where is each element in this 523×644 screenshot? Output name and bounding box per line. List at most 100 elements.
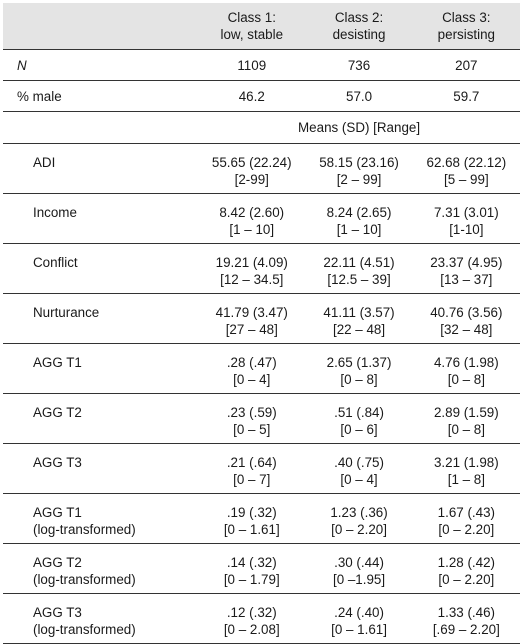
- cell-class-1: .21 (.64) [0 – 7]: [198, 443, 306, 494]
- table-row: AGG T1 (log-transformed) .19 (.32) [0 – 1.6…: [3, 493, 520, 544]
- cell-range: [0 – 1.79]: [223, 572, 280, 587]
- cell-mean-sd: 7.31 (3.01): [433, 205, 499, 220]
- header-class-1: Class 1: low, stable: [198, 3, 306, 50]
- cell-class-2: 41.11 (3.57) [22 – 48]: [305, 293, 413, 344]
- cell-class-3: 1.33 (.46) [.69 – 2.20]: [412, 593, 520, 644]
- cell-mean-sd: .30 (.44): [334, 555, 384, 570]
- cell-male-class-1: 46.2: [198, 80, 306, 112]
- row-label: ADI: [3, 143, 199, 194]
- cell-class-2: .40 (.75) [0 – 4]: [305, 443, 413, 494]
- cell-class-3: 40.76 (3.56) [32 – 48]: [412, 293, 520, 344]
- cell-range: [27 – 48]: [225, 322, 278, 337]
- cell-range: [2 – 99]: [336, 172, 382, 187]
- cell-range: [2-99]: [234, 172, 269, 187]
- cell-mean-sd: 3.21 (1.98): [433, 455, 499, 470]
- row-label: AGG T2: [3, 393, 199, 444]
- cell-range: [0 – 4]: [233, 372, 271, 387]
- row-label-line: (log-transformed): [33, 522, 136, 537]
- cell-range: [1 – 8]: [447, 472, 485, 487]
- table-row: Nurturance 41.79 (3.47) [27 – 48] 41.11 (3.…: [3, 293, 520, 344]
- table-header-row: Class 1: low, stable Class 2: desisting …: [3, 3, 520, 50]
- table-row: AGG T3 (log-transformed) .12 (.32) [0 – 2.0…: [3, 593, 520, 644]
- cell-mean-sd: 40.76 (3.56): [430, 305, 503, 320]
- cell-mean-sd: 2.89 (1.59): [433, 405, 499, 420]
- cell-mean-sd: 62.68 (22.12): [426, 155, 507, 170]
- cell-range: [22 – 48]: [332, 322, 386, 337]
- means-heading: Means (SD) [Range]: [198, 111, 520, 144]
- cell-class-2: .51 (.84) [0 – 6]: [305, 393, 413, 444]
- cell-mean-sd: .12 (.32): [226, 605, 277, 620]
- cell-range: [32 – 48]: [440, 322, 493, 337]
- table-row: ADI 55.65 (22.24) [2-99] 58.15 (23.16) [2 – …: [3, 143, 520, 194]
- variable-rows: ADI 55.65 (22.24) [2-99] 58.15 (23.16) [2 – …: [3, 143, 520, 644]
- table-row-male: % male 46.2 57.0 59.7: [3, 80, 520, 112]
- cell-class-2: 8.24 (2.65) [1 – 10]: [305, 193, 413, 244]
- row-label-line: AGG T1: [33, 505, 82, 520]
- cell-class-2: 58.15 (23.16) [2 – 99]: [305, 143, 413, 194]
- row-label-line: Income: [33, 205, 77, 220]
- cell-range: [1 – 10]: [336, 222, 382, 237]
- cell-class-2: 22.11 (4.51) [12.5 – 39]: [305, 243, 413, 294]
- row-label-n: N: [3, 49, 199, 81]
- cell-mean-sd: 1.33 (.46): [437, 605, 495, 620]
- row-label-line: AGG T2: [33, 555, 82, 570]
- cell-class-3: 3.21 (1.98) [1 – 8]: [412, 443, 520, 494]
- cell-class-1: 19.21 (4.09) [12 – 34.5]: [198, 243, 306, 294]
- cell-range: [0 – 8]: [447, 372, 485, 387]
- row-label-line: AGG T1: [33, 355, 82, 370]
- cell-mean-sd: 41.79 (3.47): [215, 305, 288, 320]
- cell-range: [0 – 2.20]: [438, 522, 495, 537]
- cell-range: [1-10]: [449, 222, 484, 237]
- descriptives-table: Class 1: low, stable Class 2: desisting …: [3, 3, 520, 644]
- cell-mean-sd: 4.76 (1.98): [433, 355, 499, 370]
- cell-male-class-3: 59.7: [412, 80, 520, 112]
- cell-mean-sd: 1.67 (.43): [437, 505, 495, 520]
- row-label-line: Conflict: [33, 255, 78, 270]
- cell-class-2: .30 (.44) [0 –1.95]: [305, 543, 413, 594]
- header-class-3-line-1: Class 3:: [442, 10, 491, 25]
- cell-range: [0 – 8]: [447, 422, 485, 437]
- cell-class-2: 1.23 (.36) [0 – 2.20]: [305, 493, 413, 544]
- cell-class-3: 1.67 (.43) [0 – 2.20]: [412, 493, 520, 544]
- header-class-2-line-2: desisting: [332, 27, 386, 42]
- cell-n-class-1: 1109: [198, 49, 306, 81]
- table-row: Conflict 19.21 (4.09) [12 – 34.5] 22.11 (4.…: [3, 243, 520, 294]
- table-row: AGG T2 .23 (.59) [0 – 5] .51 (.84) [0 – 6] 2.…: [3, 393, 520, 444]
- cell-class-1: 41.79 (3.47) [27 – 48]: [198, 293, 306, 344]
- row-label-male: % male: [3, 80, 199, 112]
- cell-mean-sd: 2.65 (1.37): [326, 355, 392, 370]
- cell-mean-sd: 19.21 (4.09): [215, 255, 288, 270]
- header-class-2: Class 2: desisting: [305, 3, 413, 50]
- row-label-line: (log-transformed): [33, 572, 136, 587]
- cell-range: [0 – 5]: [233, 422, 271, 437]
- cell-range: [13 – 37]: [440, 272, 493, 287]
- cell-mean-sd: 1.28 (.42): [437, 555, 495, 570]
- cell-class-3: 2.89 (1.59) [0 – 8]: [412, 393, 520, 444]
- cell-mean-sd: 41.11 (3.57): [323, 305, 395, 320]
- header-class-1-line-1: Class 1:: [227, 10, 276, 25]
- cell-mean-sd: .24 (.40): [334, 605, 384, 620]
- cell-range: [1 – 10]: [229, 222, 275, 237]
- cell-range: [0 – 6]: [340, 422, 378, 437]
- row-label: AGG T1: [3, 343, 199, 394]
- header-class-1-line-2: low, stable: [220, 27, 284, 42]
- row-label: Income: [3, 193, 199, 244]
- cell-class-2: 2.65 (1.37) [0 – 8]: [305, 343, 413, 394]
- cell-n-class-2: 736: [305, 49, 413, 81]
- cell-range: [12 – 34.5]: [220, 272, 284, 287]
- cell-class-1: .14 (.32) [0 – 1.79]: [198, 543, 306, 594]
- cell-class-3: 23.37 (4.95) [13 – 37]: [412, 243, 520, 294]
- cell-mean-sd: .28 (.47): [226, 355, 277, 370]
- table-row: Income 8.42 (2.60) [1 – 10] 8.24 (2.65) [1 –…: [3, 193, 520, 244]
- cell-class-1: .12 (.32) [0 – 2.08]: [198, 593, 306, 644]
- row-label-line: AGG T3: [33, 455, 82, 470]
- cell-class-3: 4.76 (1.98) [0 – 8]: [412, 343, 520, 394]
- cell-class-1: 55.65 (22.24) [2-99]: [198, 143, 306, 194]
- cell-class-1: .28 (.47) [0 – 4]: [198, 343, 306, 394]
- cell-range: [12.5 – 39]: [327, 272, 391, 287]
- cell-range: [0 – 8]: [340, 372, 378, 387]
- row-label-line: (log-transformed): [33, 622, 136, 637]
- cell-male-class-2: 57.0: [305, 80, 413, 112]
- cell-n-class-3: 207: [412, 49, 520, 81]
- cell-mean-sd: .23 (.59): [226, 405, 277, 420]
